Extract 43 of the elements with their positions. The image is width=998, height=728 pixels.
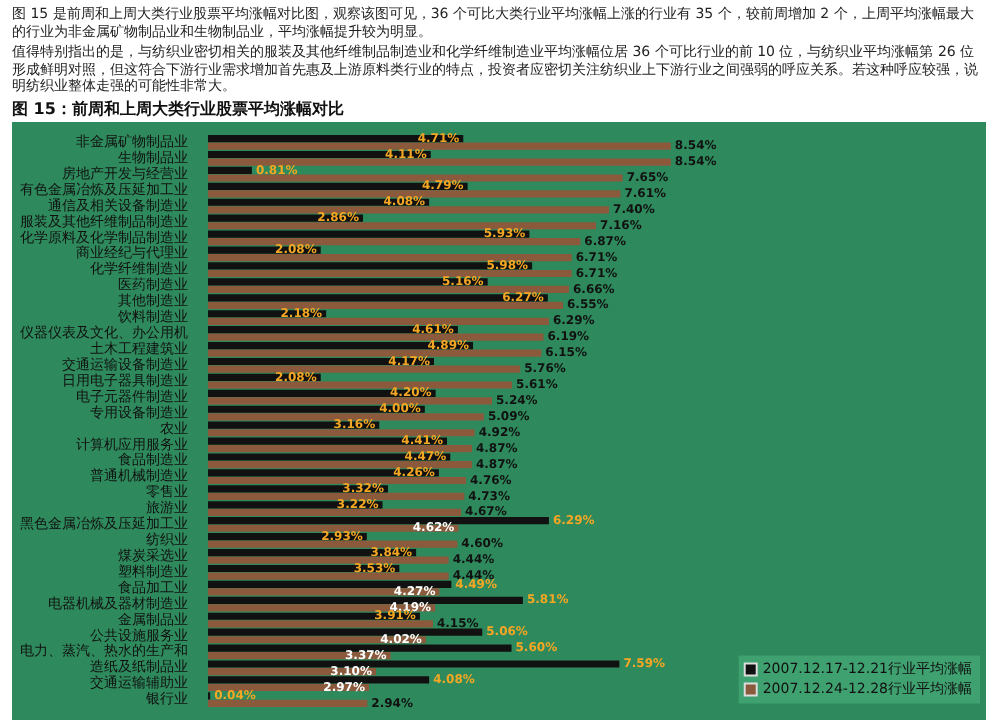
- bar: [208, 284, 569, 293]
- bar: [208, 460, 472, 468]
- bar: [208, 555, 449, 563]
- bar: [208, 507, 462, 515]
- bar: [208, 253, 572, 261]
- bar: [208, 261, 533, 269]
- bar: [208, 293, 548, 301]
- bar: [208, 643, 512, 651]
- bar: [208, 539, 458, 547]
- bar: [208, 491, 465, 500]
- bar: [208, 587, 440, 595]
- bar: [208, 173, 623, 181]
- bar: [208, 627, 483, 635]
- bar: [208, 165, 252, 174]
- bar: [208, 675, 430, 683]
- bar: [208, 141, 671, 149]
- bar: [208, 348, 542, 356]
- bar: [208, 221, 597, 229]
- chart-title: 图 15：前周和上周大类行业股票平均涨幅对比: [12, 99, 346, 119]
- bar: [208, 698, 368, 707]
- bar: [208, 316, 549, 324]
- bar: [208, 268, 572, 277]
- bar: [208, 380, 513, 388]
- bar: [208, 516, 549, 524]
- bar: [208, 452, 451, 460]
- bar: [208, 428, 475, 436]
- bar: [208, 659, 620, 667]
- bar: [208, 412, 484, 420]
- bar: [208, 475, 466, 484]
- bar: [208, 619, 433, 627]
- bar: [208, 396, 493, 404]
- bar: [208, 237, 581, 245]
- bar: [208, 205, 610, 213]
- bar: [208, 157, 671, 165]
- bar: [208, 571, 449, 579]
- bar: [208, 595, 523, 603]
- bar: [208, 332, 544, 340]
- bar: [208, 444, 472, 452]
- bar: [208, 468, 439, 476]
- bar: [208, 300, 564, 308]
- bar: [208, 189, 621, 197]
- bar: [208, 364, 521, 372]
- bar: [208, 579, 452, 587]
